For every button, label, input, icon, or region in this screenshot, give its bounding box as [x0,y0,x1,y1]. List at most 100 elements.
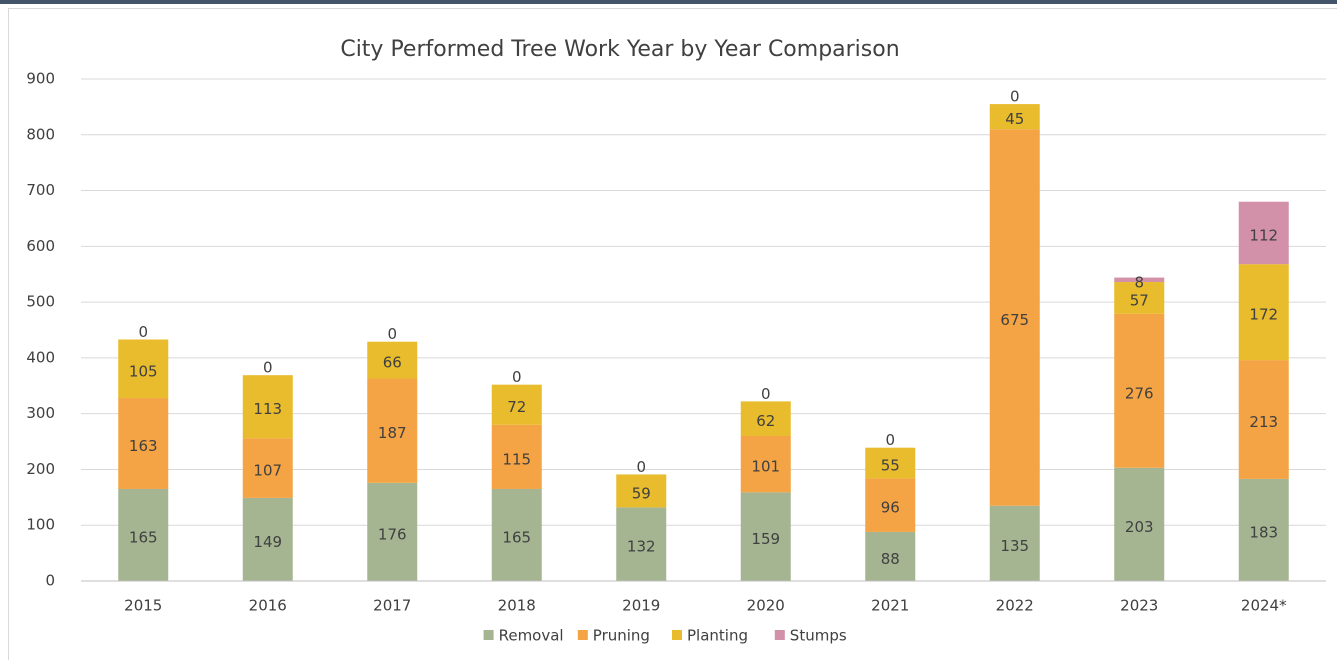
data-label: 135 [1000,537,1029,555]
data-label: 0 [263,359,273,377]
x-tick-label: 2016 [249,597,287,615]
bar-segment [118,339,169,399]
bar-segment [989,505,1040,581]
bar-segment [1238,478,1289,581]
y-tick-label: 900 [26,70,55,88]
bar-segment [1238,360,1289,479]
bar-segment [118,398,169,489]
bar-segment [865,531,916,581]
chart-frame [8,8,1337,660]
bar-segment [740,435,791,493]
data-label: 159 [751,530,780,548]
bar-segment [491,384,542,425]
bar-segment [1238,201,1289,265]
bar-segment [740,401,791,436]
x-tick-label: 2018 [498,597,536,615]
data-label: 62 [756,412,775,430]
data-label: 96 [881,499,900,517]
bar-segment [740,492,791,581]
x-tick-label: 2019 [622,597,660,615]
data-label: 57 [1130,291,1149,309]
x-tick-label: 2021 [871,597,909,615]
bar-segment [1114,467,1165,581]
data-label: 187 [378,424,407,442]
y-tick-label: 100 [26,516,55,534]
bar-segment [989,104,1040,130]
data-label: 0 [761,385,771,403]
data-label: 101 [751,458,780,476]
data-label: 0 [1010,88,1020,106]
data-label: 276 [1125,384,1154,402]
x-tick-label: 2020 [747,597,785,615]
legend-swatch [774,630,785,640]
bar-segment [989,129,1040,506]
y-tick-label: 200 [26,460,55,478]
x-tick-label: 2023 [1120,597,1158,615]
top-bar [0,0,1337,4]
data-label: 45 [1005,110,1024,128]
y-tick-label: 700 [26,181,55,199]
bar-segment [367,482,418,581]
y-tick-label: 400 [26,348,55,366]
legend-label: Pruning [593,627,650,645]
bar-segment [242,497,293,581]
bar-segment [367,341,418,379]
bar-segment [118,488,169,581]
data-label: 113 [253,400,282,418]
bar-segment [1114,313,1165,468]
data-label: 72 [507,398,526,416]
data-label: 105 [129,362,158,380]
x-tick-label: 2015 [124,597,162,615]
data-label: 176 [378,525,407,543]
data-label: 0 [138,323,148,341]
y-tick-label: 800 [26,125,55,143]
y-tick-label: 500 [26,293,55,311]
data-label: 172 [1249,306,1278,324]
y-tick-label: 300 [26,404,55,422]
bar-segment [242,375,293,439]
data-label: 165 [502,528,531,546]
legend-swatch [483,630,494,640]
x-tick-label: 2017 [373,597,411,615]
bar-segment [1238,264,1289,361]
bar-segment [242,438,293,498]
data-label: 59 [632,484,651,502]
data-label: 112 [1249,226,1278,244]
bar-segment [616,474,667,508]
bar-segment [616,507,667,581]
data-label: 115 [502,450,531,468]
data-label: 0 [512,368,522,386]
data-label: 88 [881,550,900,568]
data-label: 8 [1134,273,1144,291]
x-tick-label: 2022 [996,597,1034,615]
bar-segment [865,478,916,532]
data-label: 149 [253,533,282,551]
y-tick-label: 600 [26,237,55,255]
legend-swatch [577,630,588,640]
data-label: 203 [1125,518,1154,536]
legend-label: Planting [687,627,748,645]
data-label: 55 [881,457,900,475]
data-label: 165 [129,528,158,546]
chart-title: City Performed Tree Work Year by Year Co… [340,37,899,62]
data-label: 0 [885,431,895,449]
data-label: 107 [253,462,282,480]
data-label: 66 [383,354,402,372]
data-label: 183 [1249,523,1278,541]
bar-segment [367,378,418,483]
data-label: 163 [129,437,158,455]
bar-segment [491,424,542,489]
x-tick-label: 2024* [1241,597,1287,615]
bar-segment [491,488,542,581]
bar-segment [1114,282,1165,314]
data-label: 0 [636,458,646,476]
y-tick-label: 0 [45,572,55,590]
legend-swatch [672,630,682,640]
bar-segment [1114,277,1165,283]
data-label: 132 [627,538,656,556]
data-label: 0 [387,325,397,343]
data-label: 213 [1249,413,1278,431]
bar-segment [865,447,916,479]
